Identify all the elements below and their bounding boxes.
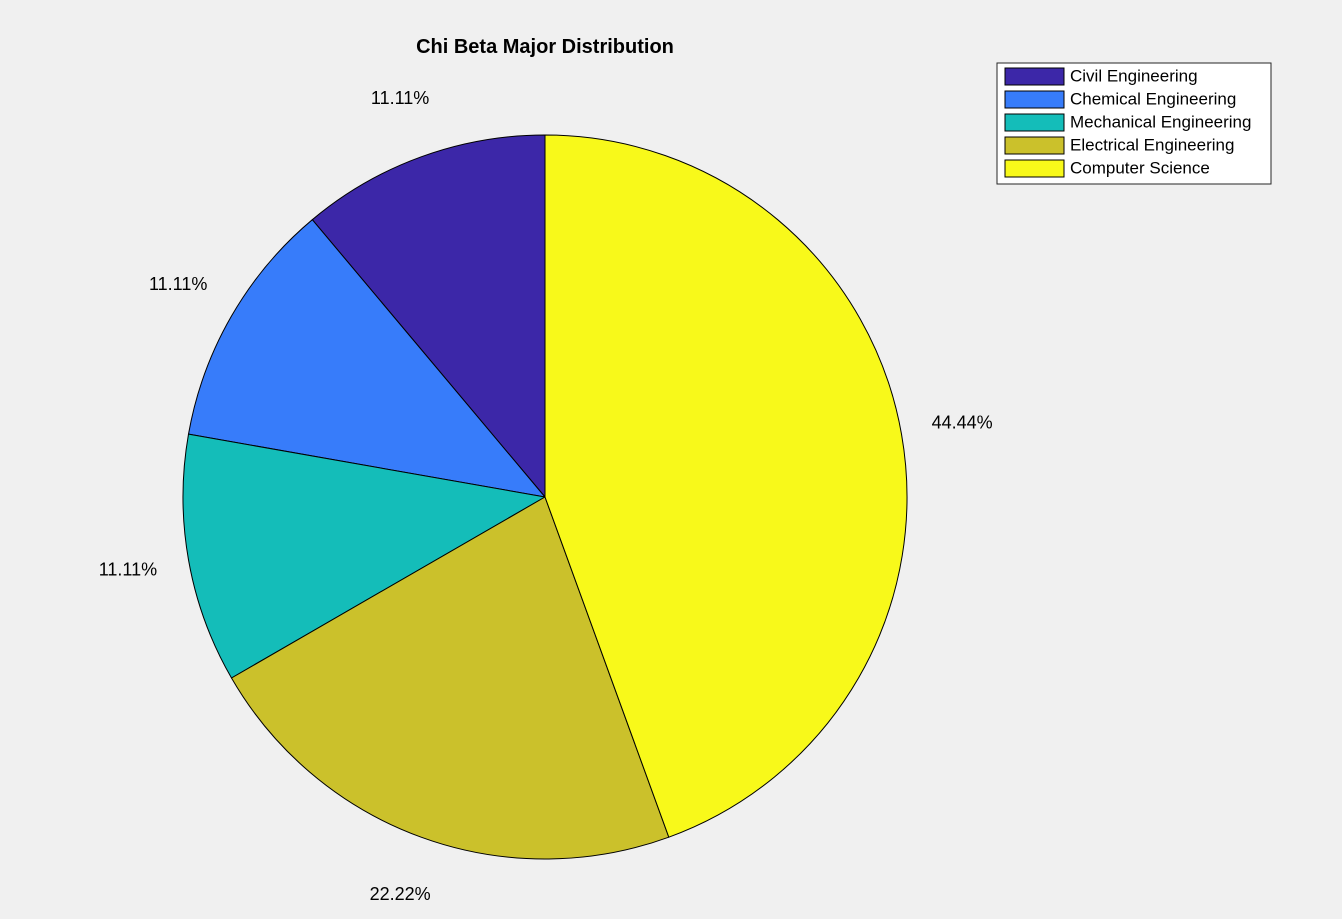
pie-slice-mechanical-engineering [182, 433, 547, 679]
pie-slice-civil-engineering [311, 134, 546, 499]
pie-slice-computer-science [544, 134, 908, 838]
legend-swatch [1004, 113, 1065, 132]
legend: Civil Engineering Chemical Engineering Mec… [996, 62, 1272, 185]
percent-label: 44.44% [932, 412, 993, 432]
legend-swatch [1004, 90, 1065, 109]
chart-title: Chi Beta Major Distribution [416, 36, 674, 58]
percent-labels: 11.11% 11.11% 11.11% 22.22% 44.44% [99, 88, 993, 904]
pie-slice-electrical-engineering [230, 496, 670, 860]
legend-label: Computer Science [1070, 158, 1210, 177]
percent-label: 11.11% [371, 88, 429, 108]
percent-label: 11.11% [99, 559, 157, 579]
legend-label: Mechanical Engineering [1070, 112, 1251, 131]
legend-label: Civil Engineering [1070, 66, 1198, 85]
legend-label: Electrical Engineering [1070, 135, 1234, 154]
legend-swatch [1004, 136, 1065, 155]
legend-entries: Civil Engineering Chemical Engineering Mec… [1004, 66, 1251, 178]
legend-swatch [1004, 67, 1065, 86]
pie-slices [182, 134, 908, 860]
pie-slice-chemical-engineering [187, 218, 547, 498]
percent-label: 22.22% [370, 884, 431, 904]
legend-label: Chemical Engineering [1070, 89, 1236, 108]
percent-label: 11.11% [149, 274, 207, 294]
legend-swatch [1004, 159, 1065, 178]
